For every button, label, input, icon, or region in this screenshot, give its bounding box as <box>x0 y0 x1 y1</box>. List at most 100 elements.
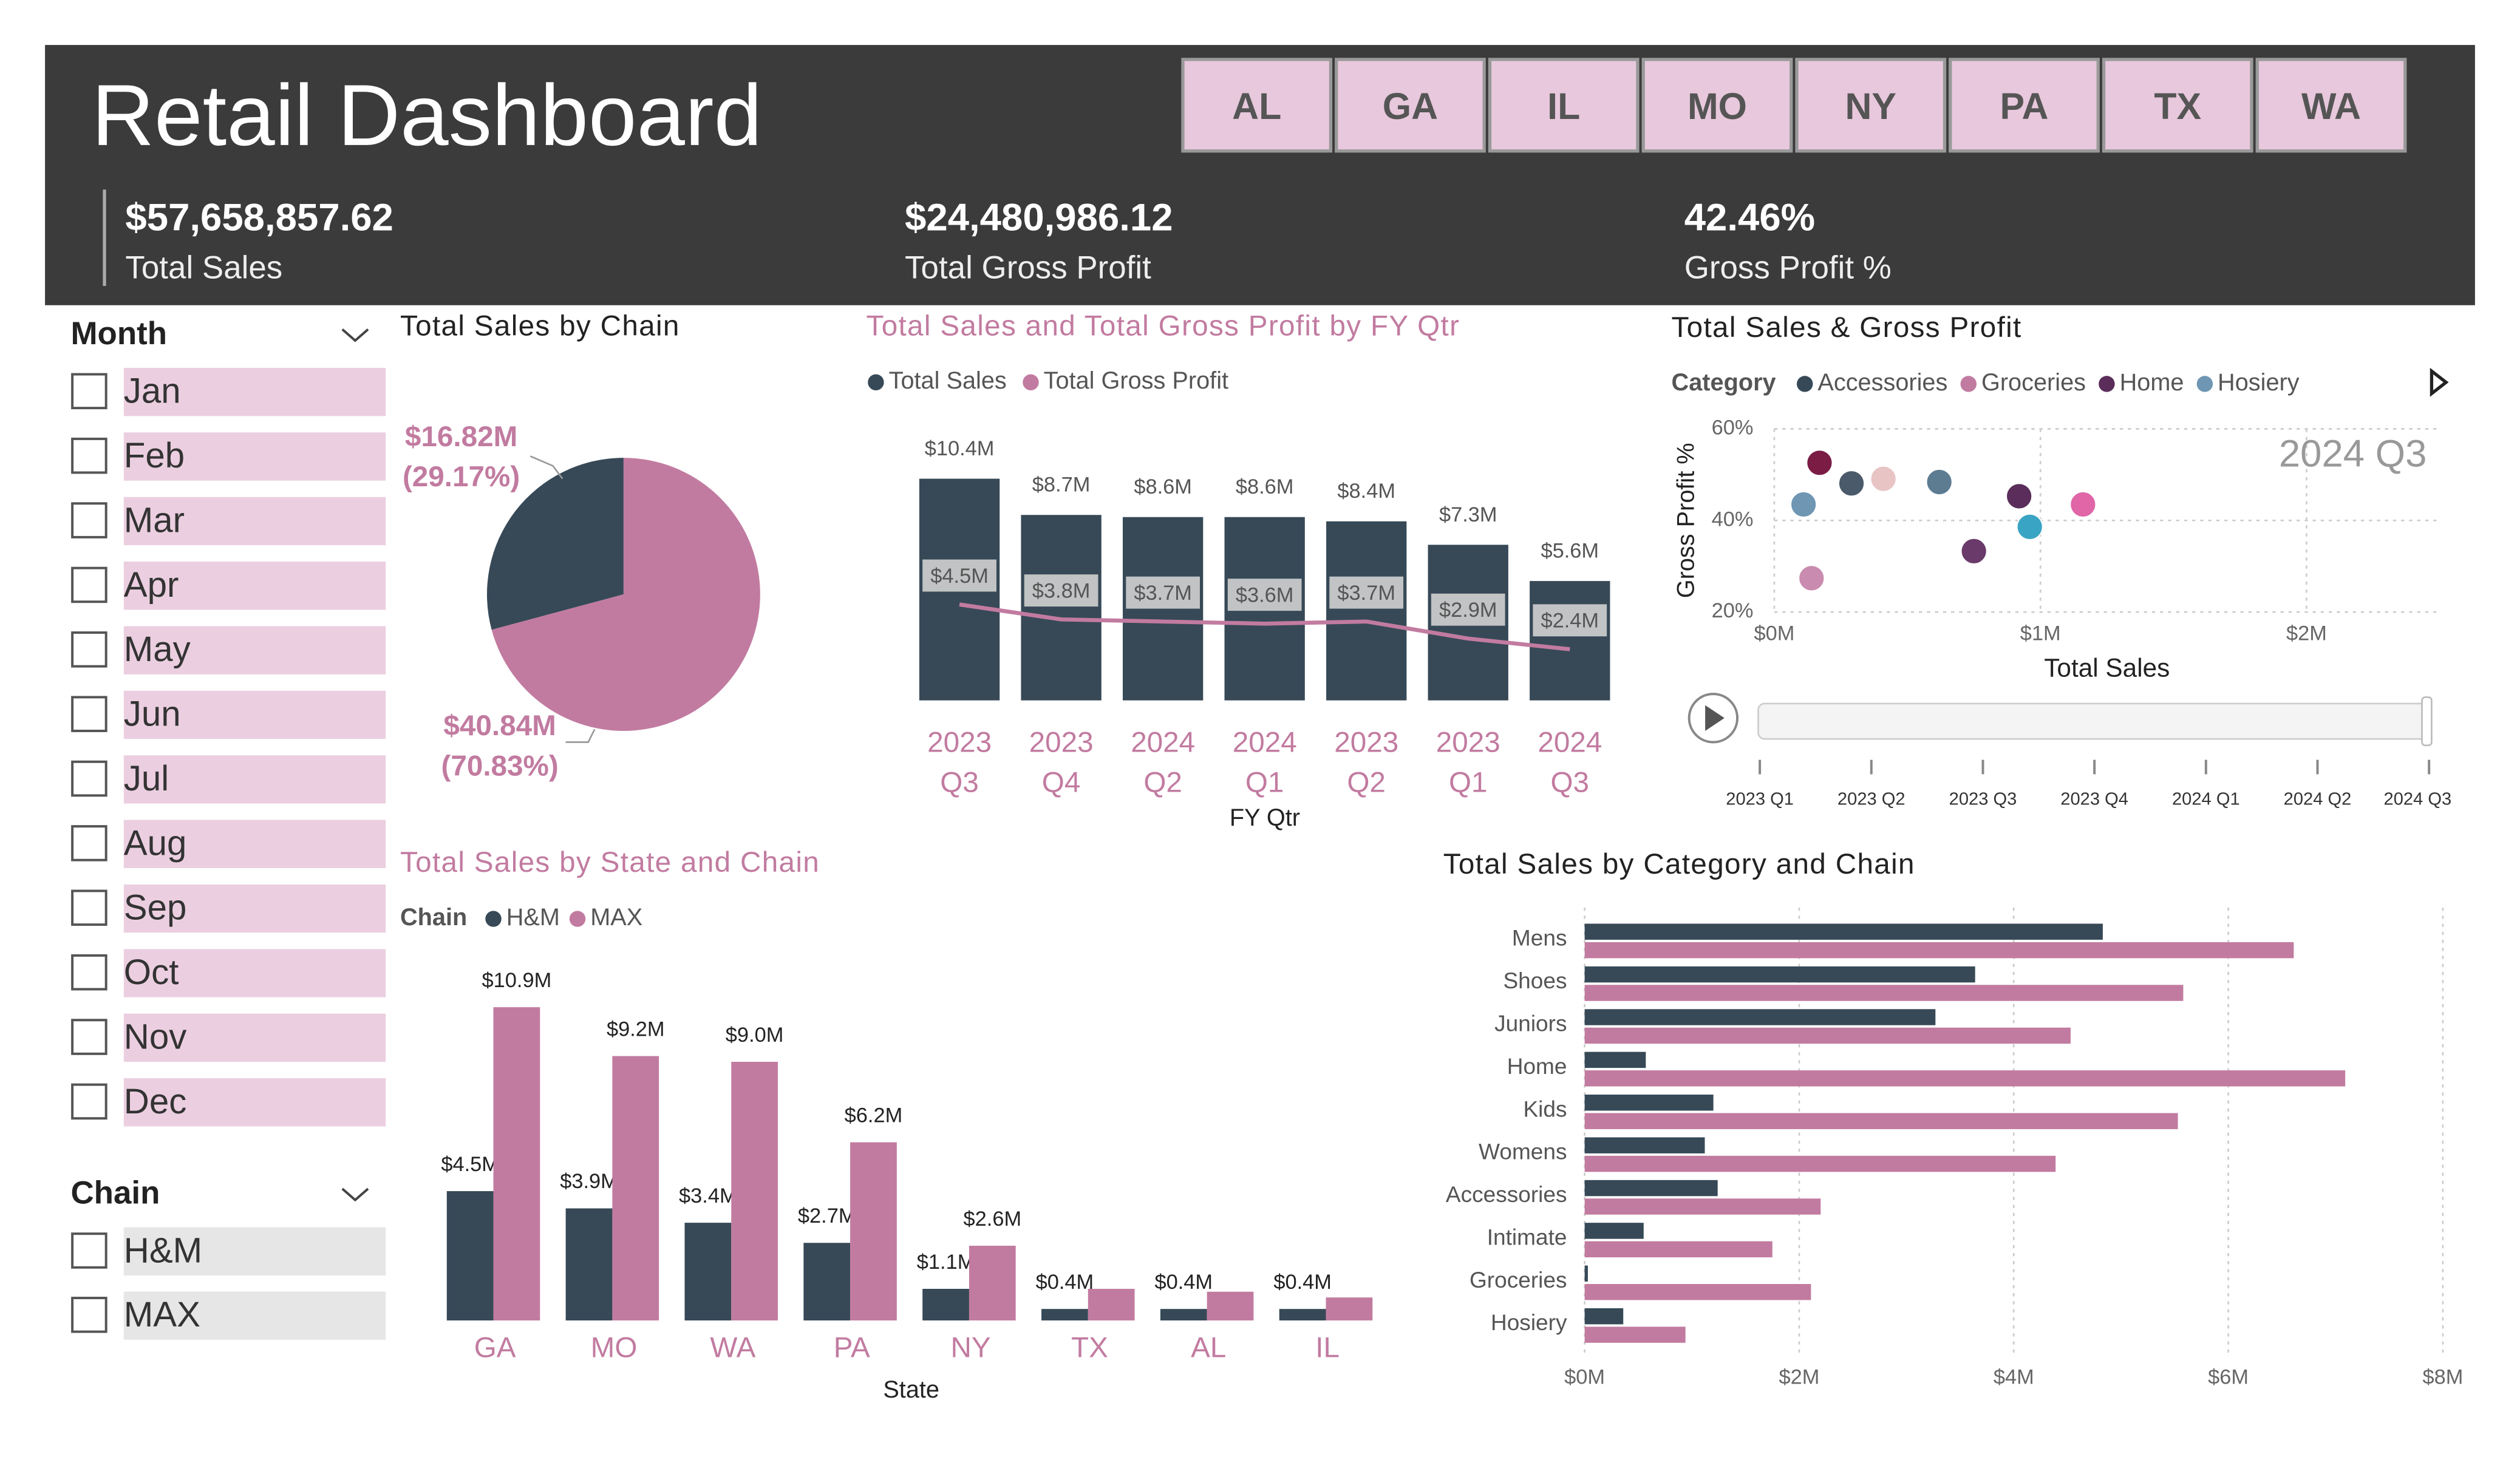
y-tick-label: Mens <box>1512 925 1567 951</box>
slicer-item-label[interactable]: Apr <box>124 565 179 605</box>
slicer-checkbox[interactable] <box>71 954 107 991</box>
bar-value-label: $0.4M <box>1036 1271 1094 1294</box>
slicer-item-bg[interactable] <box>123 626 386 674</box>
bar <box>1584 1095 1714 1111</box>
slicer-item-bg[interactable] <box>123 562 386 610</box>
slicer-item-bg[interactable] <box>123 755 386 804</box>
kpi-value: $24,480,986.12 <box>905 196 1173 239</box>
slicer-item-label[interactable]: Jul <box>124 759 169 798</box>
slicer-item-label[interactable]: Sep <box>124 888 187 928</box>
slicer-item-bg[interactable] <box>123 949 386 997</box>
slicer-item-label[interactable]: Aug <box>124 823 187 863</box>
line-label-bg <box>1126 576 1200 609</box>
state-button[interactable] <box>1181 58 1333 153</box>
legend-label: MAX <box>590 904 642 931</box>
slicer-checkbox[interactable] <box>71 1232 107 1269</box>
bar <box>1584 966 1975 983</box>
slicer-checkbox[interactable] <box>71 437 107 474</box>
slicer-item-label[interactable]: Oct <box>124 953 179 992</box>
slicer-item-label[interactable]: Mar <box>124 500 185 540</box>
bar-value-label: $3.9M <box>560 1170 618 1193</box>
line-value-label: $3.7M <box>1134 582 1192 605</box>
point <box>2016 513 2043 541</box>
state-button-label[interactable]: NY <box>1845 86 1896 127</box>
slicer-item-label[interactable]: Jun <box>124 695 181 734</box>
state-button-label[interactable]: GA <box>1383 86 1438 127</box>
legend-marker <box>1023 374 1039 390</box>
state-button[interactable] <box>1641 58 1793 153</box>
slicer-chevron[interactable] <box>341 1187 369 1202</box>
slicer-item-bg[interactable] <box>123 1291 386 1340</box>
slicer-checkbox[interactable] <box>71 1083 107 1120</box>
x-tick-label: 2023 Q1 <box>1435 726 1500 799</box>
y-tick-label: Home <box>1507 1053 1567 1079</box>
play-handle[interactable] <box>2421 696 2433 747</box>
slicer-chevron[interactable] <box>341 328 369 342</box>
x-tick-label: NY <box>951 1331 991 1364</box>
slicer-item-bg[interactable] <box>123 1013 386 1062</box>
state-button[interactable] <box>2255 58 2407 153</box>
slicer-item-bg[interactable] <box>123 820 386 868</box>
state-button-label[interactable]: MO <box>1687 86 1747 127</box>
bar-value-label: $8.6M <box>1134 475 1192 498</box>
slicer-item-label[interactable]: Dec <box>124 1082 187 1121</box>
state-button[interactable] <box>1795 58 1947 153</box>
point <box>1870 465 1897 492</box>
play-axis-label: 2023 Q4 <box>2060 789 2128 809</box>
slicer-checkbox[interactable] <box>71 760 107 797</box>
slicer-item-bg[interactable] <box>123 1078 386 1127</box>
slicer-checkbox[interactable] <box>71 502 107 538</box>
slicer-item-bg[interactable] <box>123 432 386 481</box>
slicer-item-label[interactable]: May <box>124 630 191 669</box>
x-axis-title: State <box>883 1376 939 1403</box>
slicer-checkbox[interactable] <box>71 566 107 603</box>
slicer-item-bg[interactable] <box>123 497 386 546</box>
slicer-checkbox[interactable] <box>71 889 107 926</box>
state-button[interactable] <box>1335 58 1486 153</box>
expand-icon[interactable] <box>2430 367 2449 397</box>
slicer-item-bg[interactable] <box>123 690 386 739</box>
kpi-label: Total Sales <box>125 250 282 286</box>
slicer-item-bg[interactable] <box>123 1227 386 1275</box>
state-button-label[interactable]: WA <box>2301 86 2361 127</box>
state-button-label[interactable]: IL <box>1547 86 1580 127</box>
point <box>1926 468 1953 496</box>
state-button[interactable] <box>1488 58 1640 153</box>
slicer-item-label[interactable]: Feb <box>124 436 185 475</box>
bar <box>684 1223 732 1321</box>
slicer-item-label[interactable]: H&M <box>124 1231 202 1270</box>
slicer-checkbox[interactable] <box>71 373 107 410</box>
pie-value-label: $16.82M <box>405 421 517 453</box>
slicer-checkbox[interactable] <box>71 1019 107 1055</box>
slicer-title: Month <box>70 316 167 352</box>
bar <box>850 1142 897 1321</box>
state-button-label[interactable]: PA <box>2000 86 2048 127</box>
slicer-item-label[interactable]: Jan <box>124 372 181 411</box>
line-value-label: $2.9M <box>1439 599 1497 622</box>
play-axis-label: 2023 Q2 <box>1837 789 1905 809</box>
line-label-bg <box>922 559 996 592</box>
slicer-checkbox[interactable] <box>71 1297 107 1333</box>
slicer-item-bg[interactable] <box>123 367 386 416</box>
state-button[interactable] <box>1949 58 2100 153</box>
slicer-checkbox[interactable] <box>71 696 107 732</box>
play-icon[interactable] <box>1705 705 1725 731</box>
slicer-item-label[interactable]: Nov <box>124 1017 187 1056</box>
slicer-item-label[interactable]: MAX <box>124 1295 200 1334</box>
x-tick-label-box: 2023 Q2 <box>1334 726 1399 799</box>
state-button-label[interactable]: TX <box>2154 86 2201 127</box>
state-button[interactable] <box>2102 58 2253 153</box>
bar-value-label: $9.2M <box>607 1017 665 1041</box>
slicer-item-bg[interactable] <box>123 884 386 933</box>
slicer-checkbox[interactable] <box>71 825 107 861</box>
state-button-label[interactable]: AL <box>1232 86 1281 127</box>
bar <box>1584 1137 1705 1153</box>
legend-marker <box>1796 376 1813 392</box>
y-tick-label: Shoes <box>1503 968 1567 993</box>
bar-value-label: $8.7M <box>1032 474 1091 497</box>
play-slider[interactable] <box>1757 702 2431 740</box>
x-tick-label: 2023 Q2 <box>1334 726 1399 799</box>
bar <box>1584 1070 2346 1087</box>
slicer-checkbox[interactable] <box>71 631 107 668</box>
